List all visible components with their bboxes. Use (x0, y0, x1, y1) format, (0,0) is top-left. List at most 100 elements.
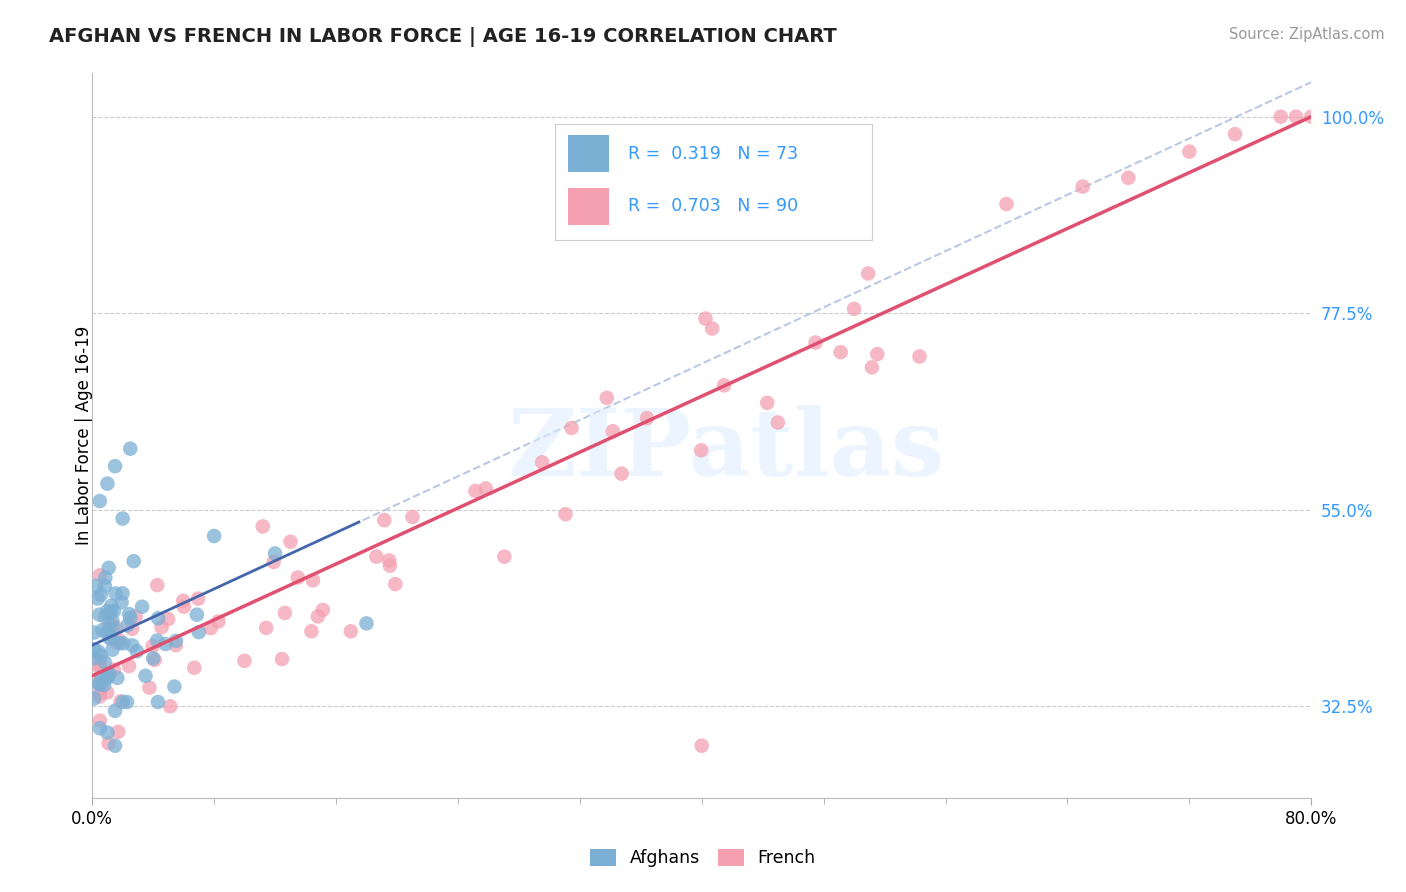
Point (274, 606, 297, 620)
Point (142, 651, 165, 665)
Point (695, 311, 717, 326)
Point (187, 591, 209, 606)
Point (105, 635, 128, 649)
Point (93, 678, 115, 692)
Point (100, 599, 122, 613)
Point (115, 695, 138, 709)
Point (89, 568, 111, 582)
Point (125, 644, 148, 658)
Point (118, 607, 141, 621)
Point (366, 549, 388, 564)
Point (146, 578, 169, 592)
Point (121, 622, 143, 636)
Point (172, 594, 194, 608)
Point (103, 663, 125, 677)
Point (856, 267, 879, 281)
Point (101, 614, 124, 628)
Point (90, 648, 112, 663)
Text: AFGHAN VS FRENCH IN LABOR FORCE | AGE 16-19 CORRELATION CHART: AFGHAN VS FRENCH IN LABOR FORCE | AGE 16… (49, 27, 837, 46)
Point (356, 616, 378, 631)
Point (108, 636, 131, 650)
Point (89, 661, 111, 675)
Point (87, 677, 110, 691)
Point (602, 424, 624, 438)
Point (908, 350, 931, 364)
Point (143, 653, 166, 667)
Point (103, 604, 125, 618)
Point (271, 652, 294, 666)
Point (159, 699, 181, 714)
Point (690, 443, 713, 458)
Point (157, 612, 180, 626)
Point (112, 636, 135, 650)
Point (111, 511, 134, 525)
Point (165, 638, 187, 652)
Point (104, 704, 127, 718)
Point (89, 721, 111, 735)
Point (83, 651, 105, 665)
Point (84, 579, 107, 593)
Point (90, 670, 112, 684)
Point (173, 599, 195, 614)
Point (98, 616, 121, 631)
Point (87, 645, 110, 659)
Point (131, 599, 153, 614)
Point (98, 615, 121, 630)
Point (560, 421, 582, 435)
Point (94, 579, 117, 593)
Point (186, 607, 208, 622)
Point (120, 611, 142, 625)
Point (104, 620, 127, 634)
Point (98, 666, 121, 681)
Point (1118, 170, 1140, 185)
Point (165, 633, 187, 648)
Point (96, 476, 118, 491)
Point (384, 577, 406, 591)
Point (96, 626, 118, 640)
Point (104, 586, 127, 600)
Point (263, 555, 285, 569)
Point (89, 677, 111, 691)
Point (860, 360, 883, 375)
Point (122, 554, 145, 568)
Point (89, 714, 111, 728)
Point (96, 671, 118, 685)
Point (142, 639, 165, 653)
Point (124, 609, 146, 624)
Point (702, 321, 724, 335)
Point (89, 690, 111, 704)
Point (187, 625, 209, 640)
Point (97, 736, 120, 750)
Point (264, 547, 287, 561)
Point (108, 633, 131, 648)
Point (207, 615, 229, 629)
Point (83, 625, 105, 640)
Point (104, 739, 127, 753)
Point (89, 607, 111, 622)
Point (554, 508, 576, 522)
Point (101, 642, 124, 657)
Point (474, 482, 496, 496)
Point (146, 695, 169, 709)
Point (104, 459, 127, 474)
Point (233, 654, 256, 668)
Point (150, 620, 173, 634)
Point (200, 621, 222, 635)
Point (110, 694, 132, 708)
Point (401, 510, 423, 524)
Text: ZIPatlas: ZIPatlas (508, 405, 945, 495)
Point (120, 442, 142, 456)
Point (97, 668, 120, 682)
Point (202, 529, 225, 543)
Point (866, 347, 889, 361)
Point (146, 633, 169, 648)
Point (287, 570, 309, 584)
Point (111, 586, 134, 600)
Point (301, 624, 323, 639)
Point (302, 574, 325, 588)
Point (98, 632, 121, 646)
Y-axis label: In Labor Force | Age 16-19: In Labor Force | Age 16-19 (75, 326, 93, 545)
Point (89, 654, 111, 668)
Point (107, 724, 129, 739)
Point (312, 603, 335, 617)
